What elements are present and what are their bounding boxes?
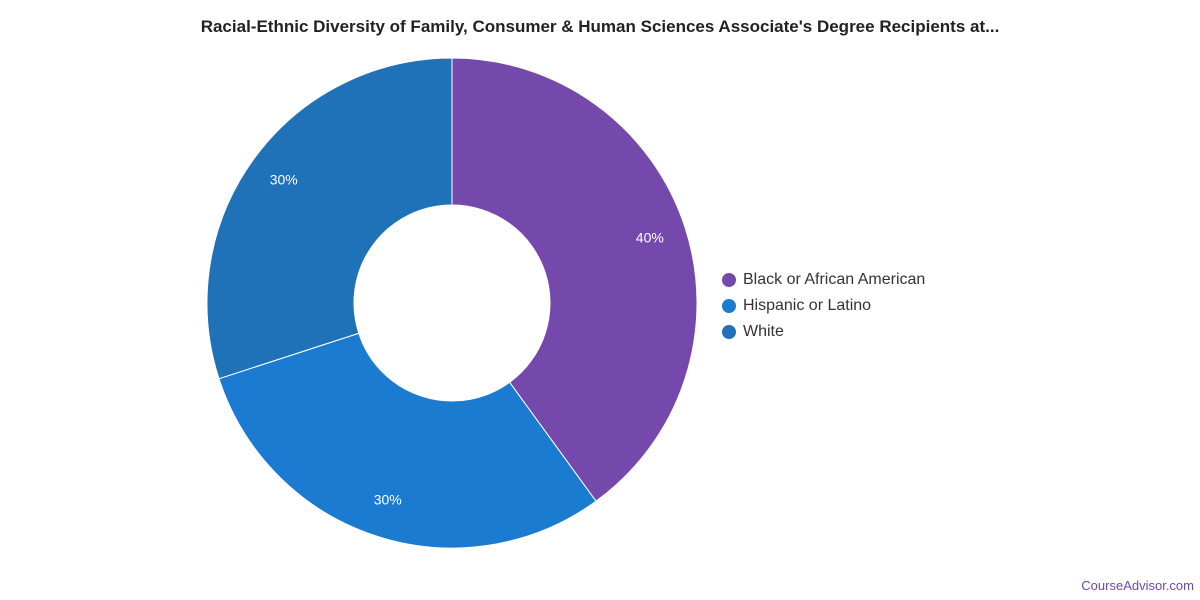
legend-label: White xyxy=(743,323,784,340)
slice-label-hispanic-or-latino: 30% xyxy=(374,492,402,508)
slice-label-black-or-african-american: 40% xyxy=(636,229,664,245)
slice-black-or-african-american[interactable] xyxy=(451,57,698,502)
slice-white[interactable] xyxy=(206,57,453,380)
legend-label: Black or African American xyxy=(743,271,926,288)
slice-hispanic-or-latino[interactable] xyxy=(218,332,597,549)
chart-title: Racial-Ethnic Diversity of Family, Consu… xyxy=(200,17,1000,36)
legend-swatch xyxy=(722,299,736,313)
slice-label-white: 30% xyxy=(270,171,298,187)
legend-item[interactable]: Hispanic or Latino xyxy=(722,293,925,319)
donut-slice-labels: 40% 30% 30% xyxy=(270,171,664,507)
legend-swatch xyxy=(722,273,736,287)
footer-credit[interactable]: CourseAdvisor.com xyxy=(1081,578,1194,593)
donut-slices xyxy=(206,57,698,549)
legend-label: Hispanic or Latino xyxy=(743,297,872,314)
legend-item[interactable]: White xyxy=(722,319,925,345)
legend: Black or African American Hispanic or Lat… xyxy=(722,267,925,345)
legend-swatch xyxy=(722,325,736,339)
legend-item[interactable]: Black or African American xyxy=(722,267,925,293)
